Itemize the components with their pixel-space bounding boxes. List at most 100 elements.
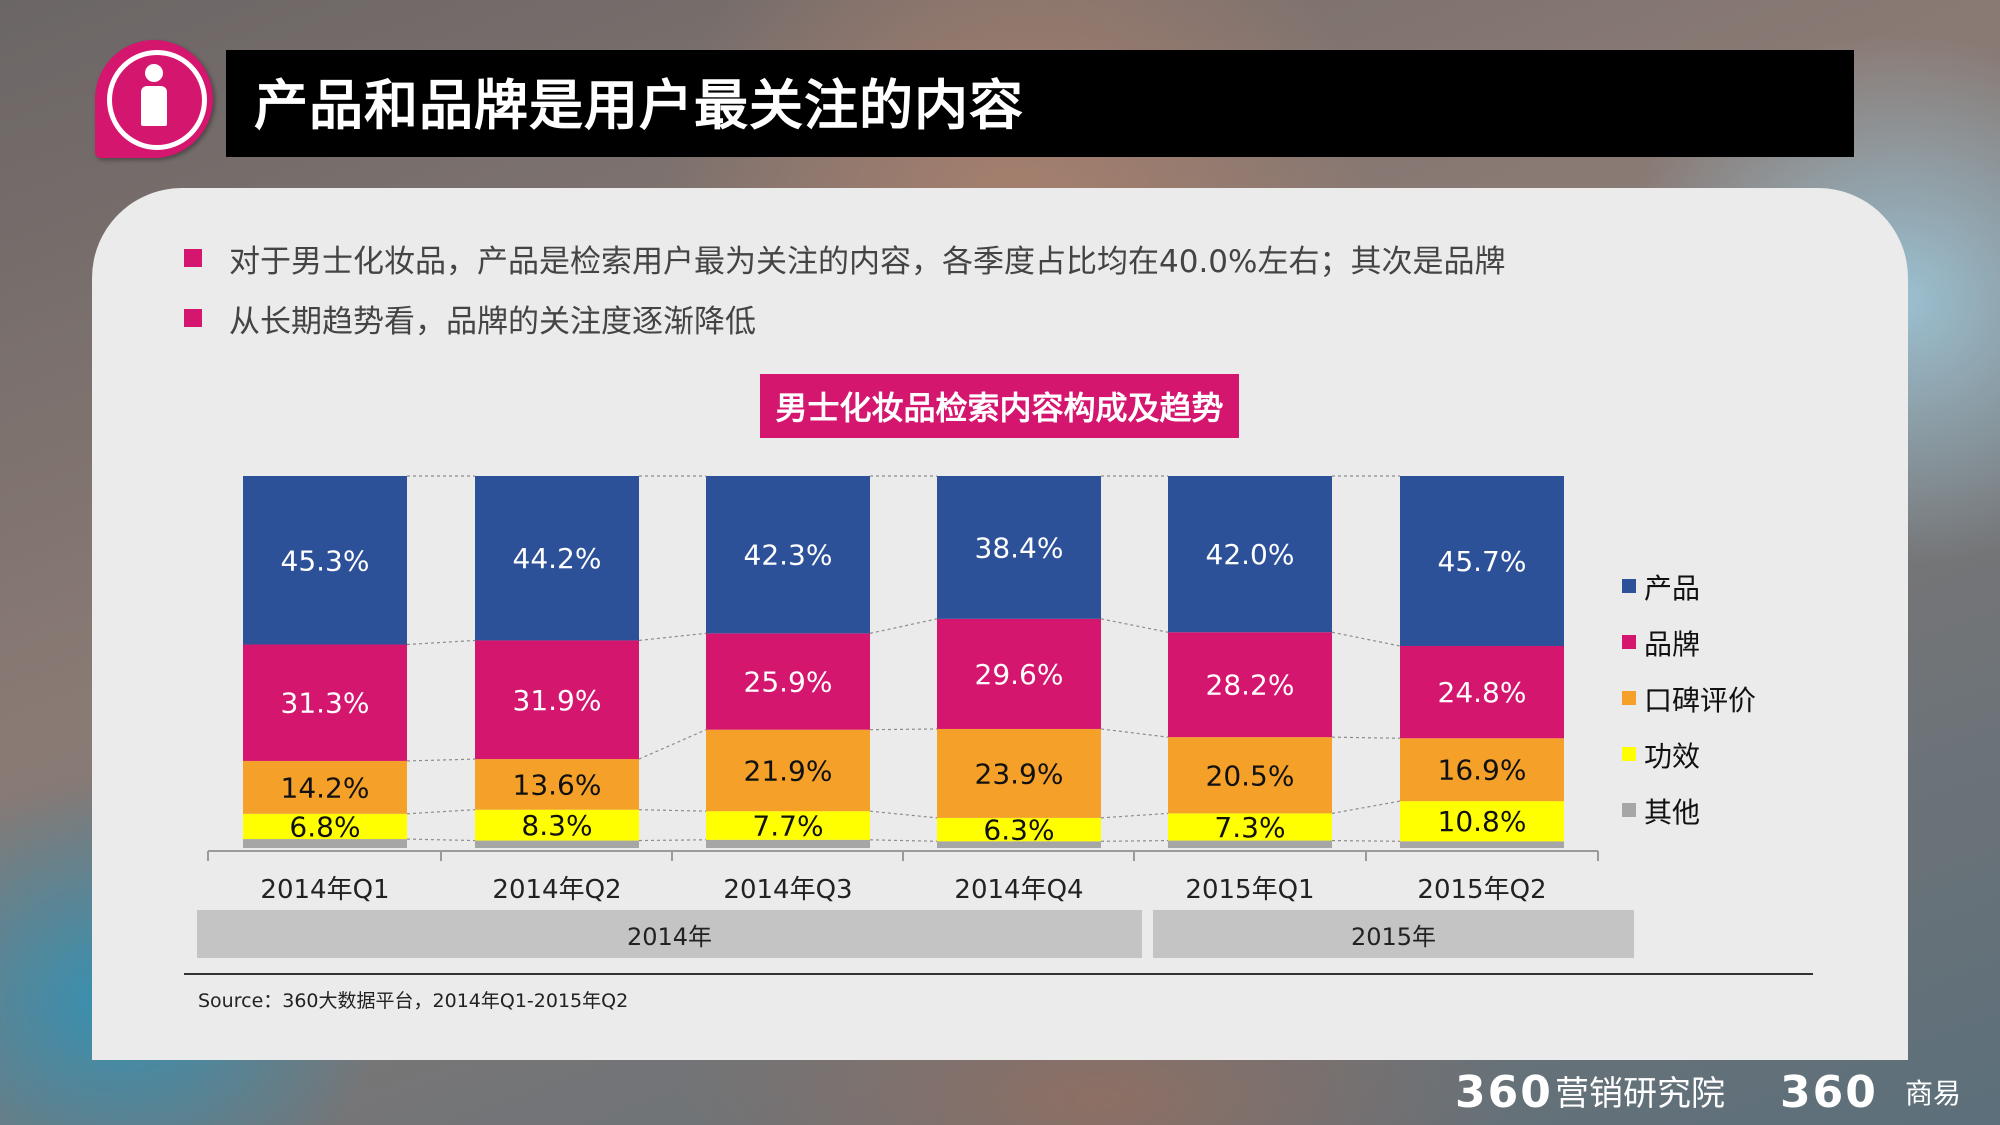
bullet-item: 对于男士化妆品，产品是检索用户最为关注的内容，各季度占比均在40.0%左右；其次… [184, 236, 1505, 280]
data-label: 25.9% [744, 666, 833, 699]
legend-label: 品牌 [1644, 628, 1700, 661]
data-label: 38.4% [975, 531, 1064, 564]
group-label-2015: 2015年 [1153, 910, 1634, 958]
person-ring [107, 50, 207, 150]
legend-swatch [1622, 803, 1636, 817]
data-label: 7.3% [1214, 811, 1285, 844]
bar-segment [243, 644, 407, 761]
bar-segment [243, 760, 407, 814]
series-connector-line [638, 809, 707, 812]
series-connector-line [638, 632, 707, 642]
group-label-2014: 2014年 [197, 910, 1142, 958]
person-icon [145, 64, 163, 82]
data-label: 6.8% [289, 810, 360, 843]
bullet-text: 对于男士化妆品，产品是检索用户最为关注的内容，各季度占比均在40.0%左右；其次… [229, 243, 1506, 280]
bar-segment [706, 729, 870, 812]
bar-segment [243, 813, 407, 840]
bar-segment [475, 840, 639, 848]
series-connector-line [1100, 618, 1169, 633]
series-connector-line [869, 839, 938, 842]
bar-segment [243, 476, 407, 645]
bar-segment [706, 476, 870, 634]
data-label: 29.6% [975, 658, 1064, 691]
brand-360-logo-2: 360 [1780, 1067, 1878, 1118]
data-label: 6.3% [983, 814, 1054, 847]
series-connector-line [406, 639, 476, 646]
data-label: 16.9% [1438, 754, 1527, 787]
series-connector-line [869, 618, 938, 634]
brand-name: 营销研究院 [1555, 1074, 1725, 1114]
data-label: 31.3% [281, 687, 370, 720]
bar-segment [706, 839, 870, 848]
series-connector-line [1331, 800, 1401, 814]
data-label: 42.3% [744, 539, 833, 572]
series-connector-line [406, 838, 476, 842]
series-connector-line [638, 839, 707, 842]
bar-segment [1400, 738, 1564, 802]
series-connector-line [638, 729, 707, 760]
bar-segment [1400, 646, 1564, 739]
data-label: 28.2% [1206, 669, 1295, 702]
data-label: 10.8% [1438, 805, 1527, 838]
legend-label: 口碑评价 [1644, 684, 1756, 717]
series-connector-line [1331, 736, 1401, 739]
bar-segment [937, 728, 1101, 818]
series-connector-line [1100, 812, 1169, 819]
page-title: 产品和品牌是用户最关注的内容 [254, 74, 1024, 137]
series-connector-line [406, 758, 476, 762]
data-label: 13.6% [513, 768, 602, 801]
bar-segment [937, 476, 1101, 619]
source-divider [184, 973, 1813, 975]
series-connector-line [406, 809, 476, 815]
data-label: 7.7% [752, 809, 823, 842]
chart-title: 男士化妆品检索内容构成及趋势 [760, 374, 1239, 438]
legend-swatch [1622, 635, 1636, 649]
data-label: 8.3% [521, 809, 592, 842]
bar-segment [1400, 476, 1564, 647]
series-connector-line [869, 728, 938, 731]
bar-segment [706, 811, 870, 840]
source-note: Source：360大数据平台，2014年Q1-2015年Q2 [198, 990, 629, 1012]
category-tick-label: 2014年Q1 [260, 875, 389, 905]
category-tick-label: 2014年Q2 [492, 875, 621, 905]
bar-segment [1168, 737, 1332, 814]
bar-segment [937, 618, 1101, 729]
legend-label: 其他 [1644, 796, 1700, 829]
data-label: 45.3% [281, 544, 370, 577]
category-tick-label: 2014年Q3 [723, 875, 852, 905]
bar-segment [475, 759, 639, 810]
bar-segment [1168, 476, 1332, 633]
data-label: 45.7% [1438, 545, 1527, 578]
header-bar [226, 50, 1854, 157]
series-connector-line [869, 810, 938, 819]
bullet-text: 从长期趋势看，品牌的关注度逐渐降低 [229, 303, 756, 340]
bar-segment [706, 633, 870, 730]
category-tick-label: 2015年Q1 [1185, 875, 1314, 905]
brand-360-logo: 360 [1455, 1067, 1553, 1118]
series-connector-line [1331, 839, 1401, 842]
series-connector-line [1100, 839, 1169, 842]
bar-segment [1400, 841, 1564, 848]
data-label: 14.2% [281, 771, 370, 804]
legend-swatch [1622, 579, 1636, 593]
bullet-square-icon [184, 249, 202, 267]
category-tick-label: 2015年Q2 [1417, 875, 1546, 905]
bullet-square-icon [184, 309, 202, 327]
legend-swatch [1622, 691, 1636, 705]
data-label: 23.9% [975, 757, 1064, 790]
bar-segment [1168, 813, 1332, 841]
data-label: 21.9% [744, 754, 833, 787]
data-label: 24.8% [1438, 676, 1527, 709]
data-label: 44.2% [513, 542, 602, 575]
legend-label: 产品 [1644, 572, 1700, 605]
bar-segment [1400, 801, 1564, 842]
series-connector-line [1100, 728, 1169, 738]
series-connector-line [1331, 631, 1401, 647]
data-label: 20.5% [1206, 759, 1295, 792]
bar-segment [1168, 840, 1332, 848]
legend-swatch [1622, 747, 1636, 761]
bar-segment [243, 839, 407, 848]
legend-label: 功效 [1644, 740, 1700, 773]
bar-segment [475, 476, 639, 641]
